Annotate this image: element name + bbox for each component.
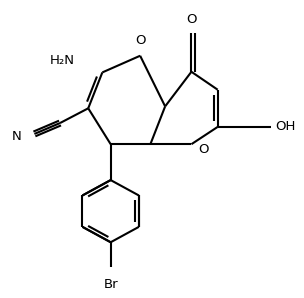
Text: N: N [12, 130, 22, 143]
Text: O: O [186, 13, 197, 26]
Text: Br: Br [103, 278, 118, 291]
Text: OH: OH [275, 120, 296, 134]
Text: H₂N: H₂N [50, 54, 75, 67]
Text: O: O [135, 35, 145, 47]
Text: O: O [199, 143, 209, 156]
